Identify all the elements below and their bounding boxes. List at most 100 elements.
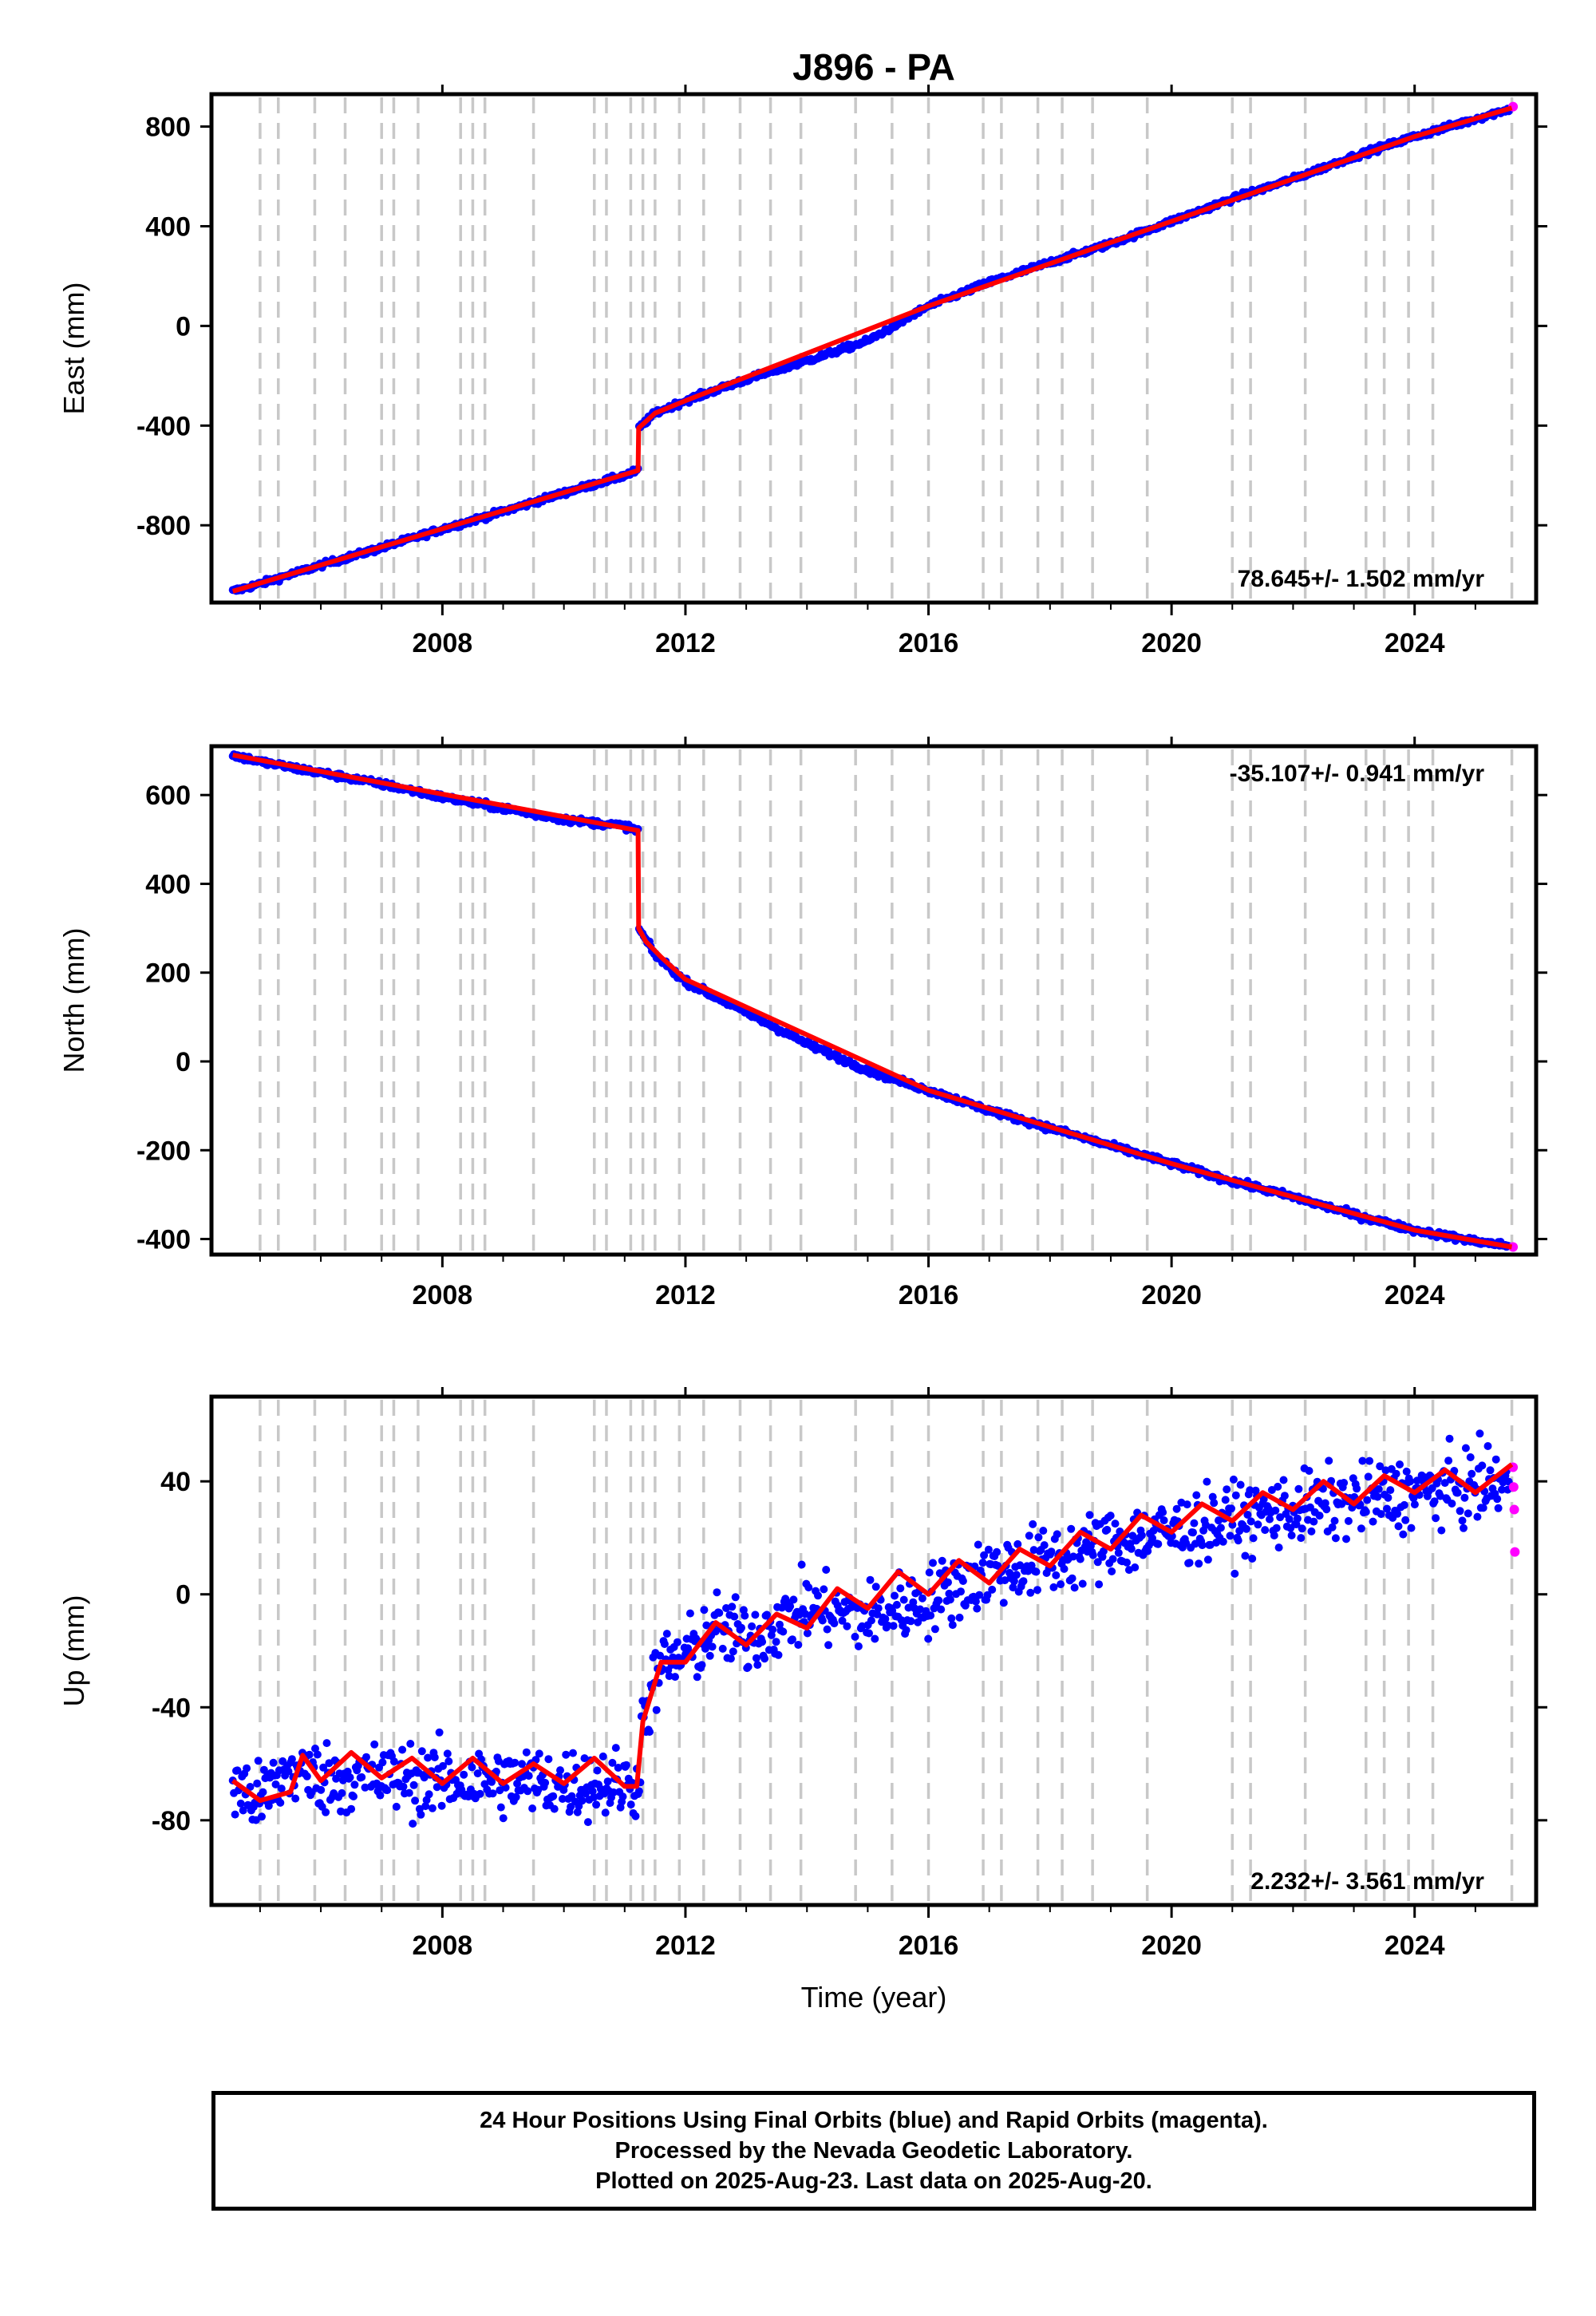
final-orbit-point [1267,1486,1276,1494]
final-orbit-point [389,1757,398,1766]
final-orbit-point [715,1609,724,1617]
final-orbit-point [350,1792,358,1800]
final-orbit-point [1363,1496,1372,1504]
rapid-orbit-point [1510,1547,1520,1557]
final-orbit-point [1185,1559,1194,1567]
final-orbit-point [1231,1569,1239,1578]
final-orbit-point [1331,1534,1340,1543]
chart-title: J896 - PA [792,46,955,88]
final-orbit-point [1111,1520,1120,1528]
panel-up: 2008 2012 2016 2020 2024 -80 -40 0 40 Up (mm) Time… [57,1387,1547,2014]
final-orbit-point [319,1763,328,1772]
y-tick-label: 400 [145,869,191,899]
final-orbit-point [1287,1531,1296,1539]
final-orbit-point [236,1799,245,1808]
final-orbit-point [702,1621,711,1630]
final-orbit-point [902,1626,911,1634]
final-orbit-point [1261,1526,1270,1535]
final-orbit-point [763,1611,771,1619]
final-orbit-point [1192,1491,1201,1500]
final-orbit-point [768,1625,777,1634]
y-tick-label: -200 [136,1136,191,1166]
final-orbit-point [1294,1484,1303,1493]
final-orbit-point [1221,1496,1230,1504]
final-orbit-point [534,1785,543,1794]
final-orbit-point [999,1599,1008,1607]
final-orbit-point [899,1595,908,1604]
final-orbit-point [1227,1504,1235,1513]
final-orbit-point [1149,1527,1158,1535]
final-orbit-point [1241,1551,1250,1560]
final-orbit-point [1047,1547,1056,1556]
final-orbit-point [646,1728,654,1736]
final-orbit-point [737,1623,745,1632]
final-orbit-point [741,1611,749,1620]
final-orbit-point [867,1616,875,1625]
final-orbit-point [1093,1558,1102,1567]
x-axis-label: Time (year) [801,1981,947,2014]
y-tick-label: 0 [176,1047,191,1077]
final-orbit-point [1069,1552,1078,1561]
final-orbit-point [731,1593,740,1602]
final-orbit-point [1285,1515,1294,1524]
final-orbit-point [476,1789,484,1798]
final-orbit-point [409,1820,417,1828]
final-orbit-point [496,1803,505,1812]
final-orbit-point [925,1568,934,1577]
final-orbit-point [1266,1515,1274,1524]
final-orbit-point [1131,1563,1140,1571]
final-orbit-point [1085,1511,1094,1520]
final-orbit-point [1009,1577,1018,1586]
final-orbit-point [774,1650,783,1659]
final-orbit-point [1305,1467,1314,1475]
final-orbit-point [425,1790,433,1799]
final-orbit-point [1364,1472,1373,1481]
final-orbit-point [1307,1527,1316,1535]
y-tick-label: 0 [176,1580,191,1611]
final-orbit-point [1060,1564,1069,1573]
final-orbit-point [1032,1567,1041,1576]
final-orbit-point [814,1591,822,1600]
final-orbit-point [751,1611,760,1619]
final-orbit-point [276,1798,285,1807]
final-orbit-point [697,1661,706,1670]
final-orbit-point [656,1651,665,1660]
final-orbit-point [822,1566,831,1574]
final-orbit-point [1114,1548,1123,1557]
final-orbit-point [1464,1509,1472,1518]
final-orbit-point [1195,1559,1203,1568]
final-orbit-point [748,1622,757,1630]
final-orbit-point [433,1783,441,1792]
final-orbit-point [1270,1531,1278,1539]
final-orbit-point [883,1621,892,1630]
final-orbit-point [1400,1500,1408,1509]
final-orbit-point [726,1654,735,1663]
final-orbit-point [1190,1519,1199,1528]
final-orbit-point [1067,1524,1076,1533]
final-orbit-point [1039,1527,1048,1535]
final-orbit-point [421,1802,430,1811]
final-orbit-point [938,1556,946,1565]
footer-caption-box: 24 Hour Positions Using Final Orbits (bl… [211,2091,1536,2211]
final-orbit-point [993,1547,1001,1556]
final-orbit-point [1246,1517,1255,1526]
final-orbit-point [1353,1484,1361,1493]
final-orbit-point [1361,1508,1370,1516]
final-orbit-point [896,1584,905,1593]
x-tick-label: 2012 [655,628,716,658]
final-orbit-point [1340,1479,1349,1487]
final-orbit-point [794,1641,803,1649]
final-orbit-point [1386,1486,1395,1495]
final-orbit-point [511,1758,519,1767]
final-orbit-point [1137,1531,1146,1539]
x-tick-label: 2020 [1141,1931,1202,1961]
final-orbit-point [1234,1536,1242,1545]
final-orbit-point [1249,1534,1258,1543]
final-orbit-point [874,1604,883,1613]
final-orbit-point [1068,1574,1077,1583]
final-orbit-point [362,1753,370,1761]
final-orbit-point [1453,1488,1462,1497]
final-orbit-point [1108,1567,1116,1575]
final-orbit-point [1321,1499,1329,1508]
model-fit-line [231,105,1513,594]
